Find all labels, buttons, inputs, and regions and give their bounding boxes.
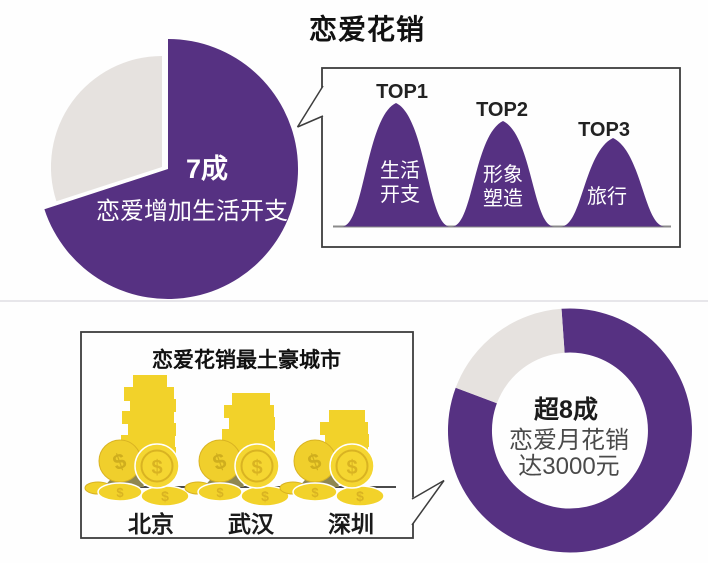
rank-top1-label: TOP1 <box>376 81 428 103</box>
mountain-top3 <box>561 138 665 227</box>
donut-caption-line1: 恋爱月花销 <box>509 427 629 454</box>
donut-chart <box>447 308 692 553</box>
callout-line <box>297 115 324 128</box>
mountain-top2 <box>452 121 554 227</box>
donut-caption-line2: 达3000元 <box>518 453 620 480</box>
callout-line <box>296 85 324 128</box>
callout-line <box>411 479 445 500</box>
donut-segment-18 <box>455 308 565 404</box>
city-label-wuhan: 武汉 <box>228 511 274 537</box>
mountain-label-line: 形象 <box>483 164 523 186</box>
pie-value-label: 7成 <box>185 154 229 184</box>
mountain-label-line: 旅行 <box>587 186 627 208</box>
mountain-label-line: 开支 <box>380 184 420 206</box>
mountain-top3-label: 旅行 <box>557 185 657 209</box>
page-title: 恋爱花销 <box>308 14 425 45</box>
rank-top2-label: TOP2 <box>476 99 528 121</box>
mountain-top1-label: 生活 开支 <box>350 159 450 207</box>
coin-stack-shenzhen <box>279 410 385 507</box>
pie-chart <box>44 39 299 299</box>
rank-top3-label: TOP3 <box>578 119 630 141</box>
ranking-box <box>321 67 681 248</box>
coin-stack-wuhan <box>184 393 290 507</box>
mountain-label-line: 生活 <box>380 160 420 182</box>
pie-slice-30 <box>50 56 163 202</box>
mountain-label-line: 塑造 <box>483 188 523 210</box>
coin-stack-beijing <box>84 375 190 507</box>
city-label-beijing: 北京 <box>128 511 174 537</box>
pie-caption: 恋爱增加生活开支 <box>96 198 288 225</box>
city-label-shenzhen: 深圳 <box>328 511 374 537</box>
callout-line <box>411 480 445 526</box>
mountain-top1 <box>342 103 450 227</box>
mountain-top2-label: 形象 塑造 <box>453 163 553 211</box>
pie-slice-70 <box>44 39 299 299</box>
donut-segment-82 <box>447 308 692 553</box>
donut-caption: 恋爱月花销 达3000元 <box>494 428 644 480</box>
city-box-title: 恋爱花销最土豪城市 <box>152 349 341 372</box>
donut-value-label: 超8成 <box>534 396 598 424</box>
city-box <box>80 331 414 539</box>
